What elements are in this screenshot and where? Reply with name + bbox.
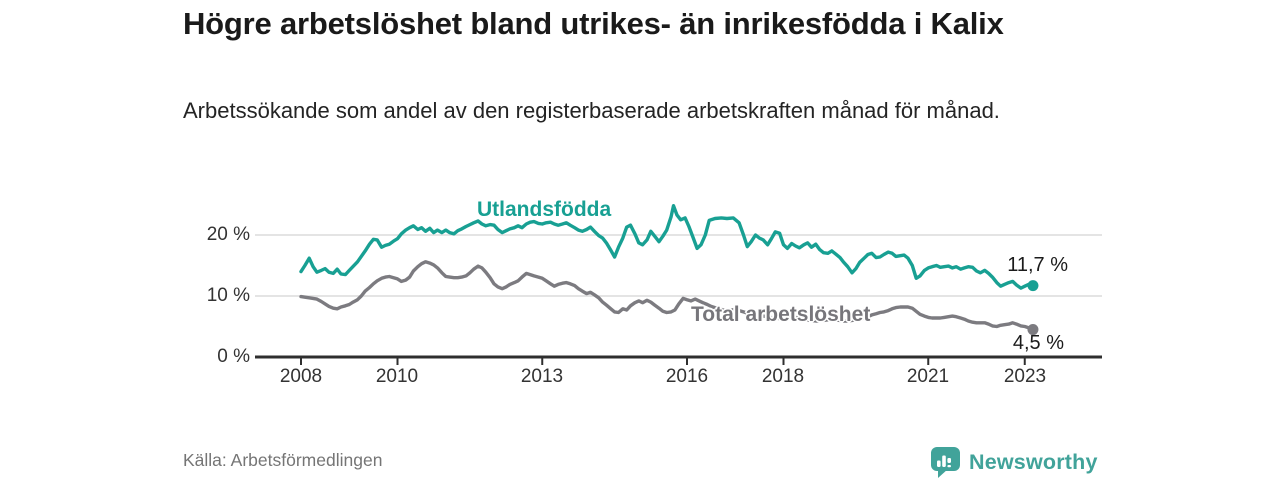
newsworthy-logo[interactable]: Newsworthy: [930, 445, 1098, 479]
series-line-total-arbetsl-shet: [299, 260, 1035, 332]
x-axis-label-2023: 2023: [1003, 366, 1047, 387]
series-line-utlandsf-dda: [299, 203, 1035, 290]
x-axis-label-2016: 2016: [665, 366, 709, 387]
x-axis-label-2010: 2010: [375, 366, 419, 387]
series-label-utlandsfodda: Utlandsfödda: [477, 198, 612, 221]
newsworthy-bubble-icon: [931, 446, 960, 478]
page-subtitle: Arbetssökande som andel av den registerb…: [183, 98, 1000, 123]
x-axis-label-2008: 2008: [279, 366, 323, 387]
series-label-total-arbetsloshet: Total arbetslöshet: [691, 303, 871, 326]
end-value-utlandsfodda: 11,7 %: [1007, 254, 1068, 276]
y-axis-label-20: 20 %: [206, 224, 250, 245]
newsworthy-wordmark: Newsworthy: [969, 449, 1098, 474]
end-value-total: 4,5 %: [1012, 332, 1064, 354]
y-axis-label-10: 10 %: [206, 285, 250, 306]
y-axis-label-0: 0 %: [217, 346, 250, 367]
x-axis-label-2021: 2021: [906, 366, 950, 387]
series-end-dot-utlandsf-dda: [1027, 280, 1039, 292]
page-title: Högre arbetslöshet bland utrikes- än inr…: [183, 6, 1004, 41]
x-axis-label-2013: 2013: [520, 366, 564, 387]
x-axis-label-2018: 2018: [761, 366, 805, 387]
source-note: Källa: Arbetsförmedlingen: [183, 450, 383, 470]
